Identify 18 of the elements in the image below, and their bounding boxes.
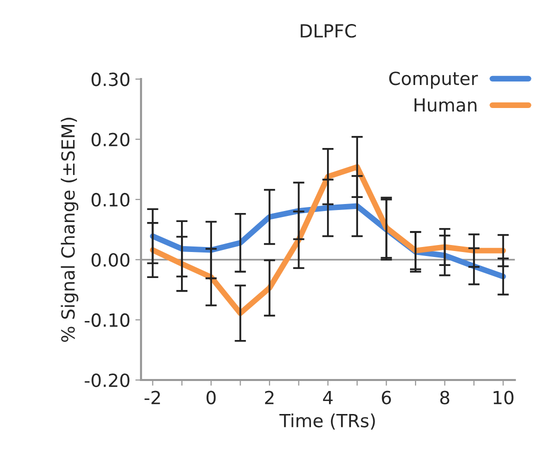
x-tick-label: -2 — [144, 390, 160, 404]
y-tick-label: -0.20 — [84, 373, 130, 388]
legend-label: Computer — [389, 72, 478, 89]
x-tick-label: 0 — [206, 390, 216, 404]
y-tick-label: 0.10 — [92, 192, 130, 207]
y-tick-label: 0.20 — [92, 132, 130, 146]
y-tick-label: -0.10 — [84, 313, 130, 327]
x-tick-label: 8 — [440, 390, 450, 404]
x-tick-label: 10 — [494, 390, 514, 404]
y-tick-label: 0.30 — [92, 72, 130, 86]
y-tick-label: 0.00 — [92, 253, 130, 267]
x-tick-label: 4 — [323, 390, 333, 404]
x-tick-label: 6 — [382, 390, 391, 404]
x-tick-label: 2 — [265, 390, 274, 404]
chart-title: DLPFC — [300, 24, 356, 38]
y-axis-title: % Signal Change (±SEM) — [60, 118, 78, 342]
legend-label: Human — [414, 98, 476, 112]
x-axis-title: Time (TRs) — [279, 413, 375, 430]
